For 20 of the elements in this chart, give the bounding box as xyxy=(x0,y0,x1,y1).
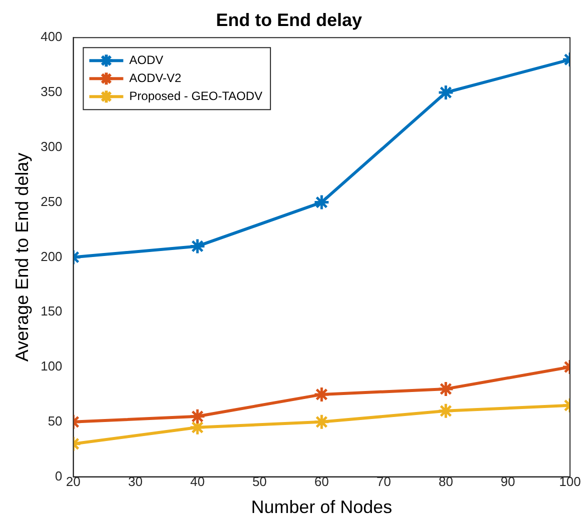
point xyxy=(313,194,330,211)
legend-label: AODV-V2 xyxy=(129,70,182,85)
y-tick-label: 0 xyxy=(55,468,62,484)
x-tick-label: 20 xyxy=(66,474,81,490)
y-tick-label: 300 xyxy=(40,138,62,154)
chart-title: End to End delay xyxy=(216,10,362,30)
legend-label: Proposed - GEO-TAODV xyxy=(129,88,262,103)
y-tick-label: 350 xyxy=(40,84,62,100)
y-tick-label: 200 xyxy=(40,248,62,264)
x-axis-title: Number of Nodes xyxy=(251,497,392,518)
y-tick-label: 100 xyxy=(40,358,62,374)
y-tick-label: 400 xyxy=(40,29,62,44)
point xyxy=(313,386,330,403)
y-tick-label: 50 xyxy=(48,413,62,428)
point xyxy=(313,414,330,430)
y-tick-label: 250 xyxy=(40,194,62,209)
y-axis-title: Average End to End delay xyxy=(12,152,32,362)
y-tick-label: 150 xyxy=(40,304,62,319)
x-tick-label: 100 xyxy=(559,474,581,490)
legend-label: AODV xyxy=(129,52,164,67)
